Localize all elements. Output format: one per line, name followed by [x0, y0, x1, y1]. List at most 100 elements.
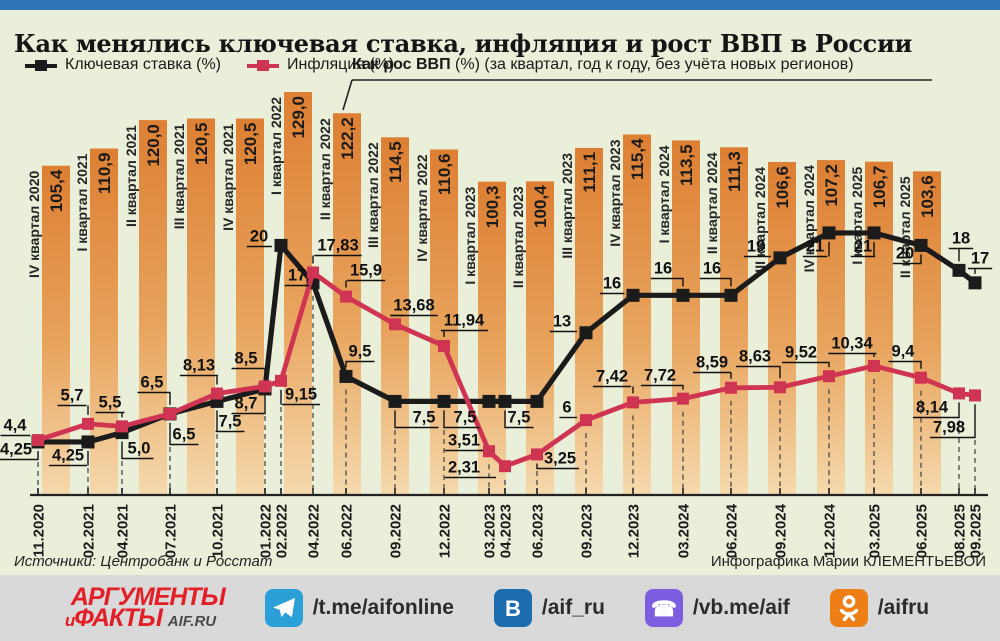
- svg-text:17: 17: [971, 250, 989, 268]
- svg-text:122,2: 122,2: [338, 117, 357, 160]
- svg-text:6: 6: [562, 399, 571, 417]
- inflation-marker: [969, 389, 981, 402]
- svg-text:16: 16: [703, 260, 721, 278]
- inflation-marker: [307, 266, 319, 279]
- inflation-marker: [82, 417, 94, 430]
- x-tick-label: 09.2023: [579, 504, 596, 558]
- inflation-marker: [627, 396, 639, 409]
- svg-text:9,52: 9,52: [785, 344, 817, 362]
- inflation-swatch-icon: [247, 59, 279, 71]
- svg-text:114,5: 114,5: [386, 141, 405, 183]
- svg-text:20: 20: [250, 228, 268, 246]
- svg-text:111,3: 111,3: [725, 151, 744, 192]
- key-rate-marker: [867, 226, 881, 240]
- svg-text:111,1: 111,1: [580, 152, 599, 193]
- svg-text:115,4: 115,4: [628, 138, 647, 180]
- svg-text:19: 19: [747, 238, 765, 256]
- svg-text:IV квартал 2023: IV квартал 2023: [607, 139, 623, 246]
- svg-text:I квартал 2021: I квартал 2021: [74, 153, 90, 251]
- key-rate-swatch-icon: [25, 59, 57, 71]
- key-rate-marker: [626, 288, 640, 302]
- inflation-marker: [868, 359, 880, 372]
- svg-text:21: 21: [806, 238, 824, 256]
- key-rate-marker: [388, 394, 402, 408]
- aif-logo-suffix: AIF.RU: [167, 613, 217, 630]
- key-rate-marker: [437, 394, 451, 408]
- svg-text:113,5: 113,5: [677, 144, 696, 186]
- key-rate-marker: [724, 288, 738, 302]
- x-tick-label: 10.2021: [210, 504, 227, 558]
- aif-logo[interactable]: АРГУМЕНТЫ иФАКТЫ AIF.RU: [65, 585, 226, 631]
- inflation-marker: [953, 387, 965, 400]
- inflation-marker: [531, 448, 543, 461]
- svg-text:9,4: 9,4: [892, 343, 916, 361]
- svg-text:10,34: 10,34: [831, 335, 873, 353]
- inflation-marker: [211, 387, 223, 400]
- svg-text:8,59: 8,59: [696, 354, 728, 372]
- svg-text:IV квартал 2021: IV квартал 2021: [220, 123, 236, 230]
- svg-text:20: 20: [896, 245, 914, 263]
- vk-handle: /aif_ru: [541, 596, 605, 619]
- svg-text:8,5: 8,5: [235, 350, 258, 368]
- x-tick-label: 06.2022: [339, 504, 356, 558]
- inflation-marker: [483, 445, 495, 458]
- inflation-marker: [259, 380, 271, 393]
- x-tick-label: 06.2024: [724, 503, 741, 558]
- inflation-marker: [116, 420, 128, 433]
- svg-text:18: 18: [952, 230, 970, 248]
- svg-text:III квартал 2024: III квартал 2024: [752, 167, 768, 273]
- legend-gdp-rest: (%) (за квартал, год к году, без учёта н…: [450, 56, 854, 73]
- svg-text:IV квартал 2020: IV квартал 2020: [26, 171, 42, 278]
- svg-text:8,13: 8,13: [183, 357, 215, 375]
- svg-text:I квартал 2024: I квартал 2024: [656, 145, 672, 243]
- footer-link-viber[interactable]: ☎ /vb.me/aif: [644, 589, 790, 627]
- inflation-marker: [164, 407, 176, 420]
- footer: АРГУМЕНТЫ иФАКТЫ AIF.RU /t.me/aifonline …: [0, 575, 1000, 641]
- key-rate-marker: [773, 251, 787, 265]
- x-tick-label: 02.2022: [274, 504, 291, 558]
- svg-text:I квартал 2025: I квартал 2025: [849, 166, 865, 264]
- x-tick-label: 08.2025: [952, 504, 969, 558]
- svg-text:7,72: 7,72: [644, 367, 676, 385]
- svg-text:105,4: 105,4: [47, 169, 66, 212]
- inflation-marker: [499, 460, 511, 473]
- x-tick-label: 01.2022: [258, 504, 275, 558]
- svg-text:4,25: 4,25: [52, 447, 84, 465]
- credit-note: Инфографика Марии КЛЕМЕНТЬЕВОЙ: [710, 553, 986, 570]
- legend-gdp-bold: Как рос ВВП: [352, 56, 451, 73]
- svg-text:4,25: 4,25: [0, 441, 32, 459]
- svg-text:3,25: 3,25: [544, 450, 576, 468]
- value-labels: 4,25 4,25 5,0 6,5 7,5 8,5 20 17 9,5 7,5 7,5 7,5 13 16…: [0, 228, 993, 479]
- svg-text:II квартал 2021: II квартал 2021: [123, 125, 139, 227]
- svg-text:13,68: 13,68: [393, 297, 434, 315]
- svg-text:7,5: 7,5: [219, 413, 242, 431]
- svg-text:9,5: 9,5: [349, 343, 372, 361]
- key-rate-marker: [498, 394, 512, 408]
- inflation-marker: [677, 392, 689, 405]
- x-tick-label: 12.2022: [437, 504, 454, 558]
- inflation-marker: [915, 371, 927, 384]
- inflation-marker: [275, 374, 287, 387]
- x-tick-label: 04.2023: [498, 504, 515, 558]
- svg-text:100,3: 100,3: [483, 186, 502, 229]
- svg-text:107,2: 107,2: [822, 164, 841, 207]
- source-note: Источники: Центробанк и Росстат: [14, 553, 273, 570]
- footer-link-telegram[interactable]: /t.me/aifonline: [264, 589, 454, 627]
- inflation-marker: [438, 339, 450, 352]
- x-tick-label: 02.2021: [81, 504, 98, 558]
- svg-text:129,0: 129,0: [289, 96, 308, 139]
- svg-text:7,42: 7,42: [596, 368, 628, 386]
- key-rate-marker: [530, 394, 544, 408]
- svg-text:II квартал 2025: II квартал 2025: [897, 176, 913, 278]
- aif-logo-line2: иФАКТЫ AIF.RU: [64, 604, 217, 632]
- key-rate-marker: [676, 288, 690, 302]
- key-rate-marker: [339, 369, 353, 383]
- svg-text:21: 21: [854, 238, 872, 256]
- svg-text:III квартал 2021: III квартал 2021: [171, 123, 187, 229]
- ok-icon: [829, 589, 868, 627]
- footer-link-vk[interactable]: В /aif_ru: [493, 589, 605, 627]
- svg-text:110,6: 110,6: [435, 153, 454, 195]
- footer-link-ok[interactable]: /aifru: [829, 589, 929, 627]
- svg-text:110,9: 110,9: [95, 153, 114, 195]
- svg-text:6,5: 6,5: [173, 426, 196, 444]
